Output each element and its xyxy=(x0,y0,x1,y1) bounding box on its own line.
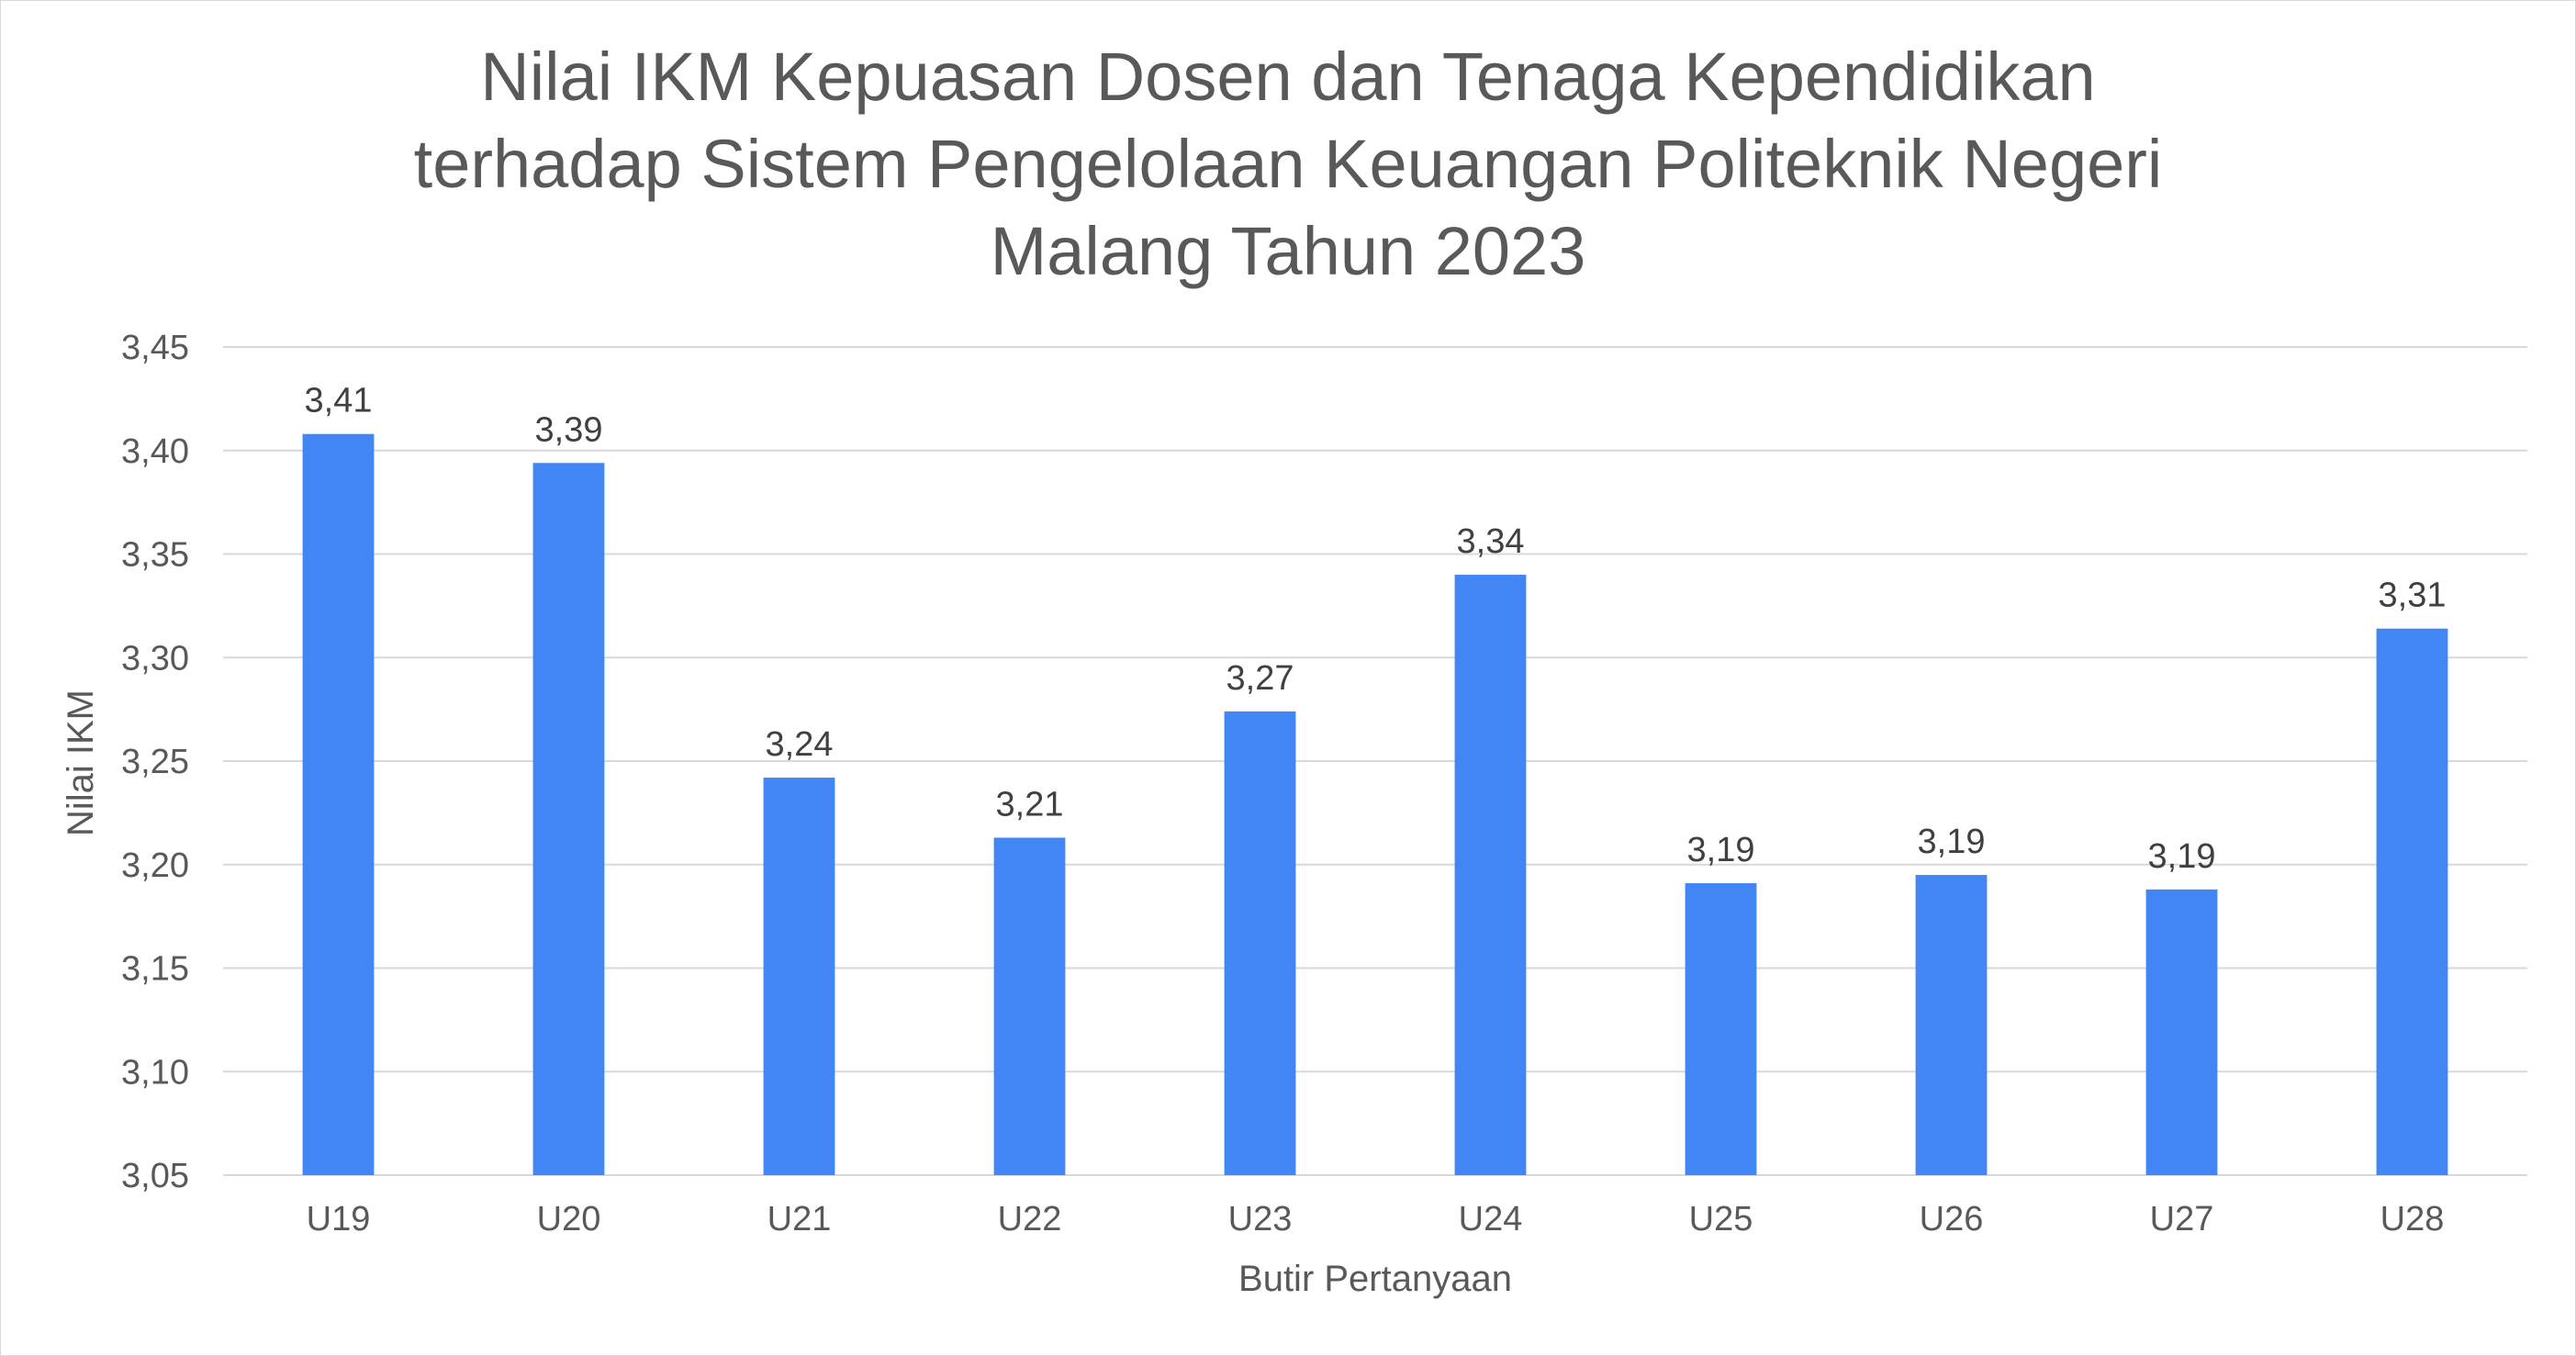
data-label: 3,34 xyxy=(1457,522,1525,561)
y-tick-label: 3,05 xyxy=(121,1157,189,1195)
bar xyxy=(532,463,605,1175)
y-tick-label: 3,45 xyxy=(121,329,189,367)
bar xyxy=(763,778,835,1175)
x-axis-ticks: U19 U20 U21 U22 U23 U24 U25 U26 U27 U28 xyxy=(307,1200,2445,1238)
data-labels: 3,41 3,39 3,24 3,21 3,27 3,34 3,19 3,19 3,19 3,31 xyxy=(305,382,2447,876)
x-tick-label: U24 xyxy=(1459,1200,1523,1238)
y-axis-title: Nilai IKM xyxy=(61,689,101,836)
data-label: 3,27 xyxy=(1226,659,1294,698)
bar xyxy=(1915,875,1988,1175)
y-tick-label: 3,10 xyxy=(121,1053,189,1092)
y-tick-label: 3,30 xyxy=(121,639,189,678)
y-tick-label: 3,20 xyxy=(121,846,189,885)
x-tick-label: U28 xyxy=(2380,1200,2445,1238)
data-label: 3,31 xyxy=(2379,577,2447,615)
data-label: 3,41 xyxy=(305,382,373,420)
data-label: 3,19 xyxy=(1687,831,1755,869)
x-axis-title: Butir Pertanyaan xyxy=(1238,1259,1512,1299)
bar xyxy=(2145,889,2218,1175)
bar xyxy=(2376,628,2448,1175)
chart-title-line-3: Malang Tahun 2023 xyxy=(991,213,1586,289)
data-label: 3,21 xyxy=(996,785,1064,824)
bar xyxy=(993,837,1066,1175)
bars xyxy=(302,433,2448,1176)
x-tick-label: U26 xyxy=(1920,1200,1984,1238)
bar xyxy=(1454,575,1527,1175)
data-label: 3,39 xyxy=(535,410,603,449)
gridlines xyxy=(223,346,2527,1176)
chart-title-line-2: terhadap Sistem Pengelolaan Keuangan Pol… xyxy=(414,126,2163,202)
bar xyxy=(1685,883,1757,1175)
data-label: 3,19 xyxy=(2148,837,2216,876)
y-tick-label: 3,40 xyxy=(121,432,189,471)
bar xyxy=(302,433,375,1176)
x-tick-label: U20 xyxy=(537,1200,601,1238)
x-tick-label: U22 xyxy=(998,1200,1062,1238)
x-tick-label: U25 xyxy=(1689,1200,1753,1238)
y-tick-label: 3,25 xyxy=(121,743,189,781)
chart-title-line-1: Nilai IKM Kepuasan Dosen dan Tenaga Kepe… xyxy=(480,39,2095,115)
bar xyxy=(1224,711,1296,1175)
chart-title: Nilai IKM Kepuasan Dosen dan Tenaga Kepe… xyxy=(414,39,2163,289)
x-tick-label: U21 xyxy=(767,1200,832,1238)
data-label: 3,19 xyxy=(1918,823,1986,861)
x-tick-label: U23 xyxy=(1228,1200,1293,1238)
data-label: 3,24 xyxy=(766,725,834,764)
y-tick-label: 3,15 xyxy=(121,950,189,989)
y-axis-ticks: 3,05 3,10 3,15 3,20 3,25 3,30 3,35 3,40 3,45 xyxy=(121,329,189,1195)
x-tick-label: U19 xyxy=(307,1200,371,1238)
y-tick-label: 3,35 xyxy=(121,536,189,575)
x-tick-label: U27 xyxy=(2150,1200,2214,1238)
